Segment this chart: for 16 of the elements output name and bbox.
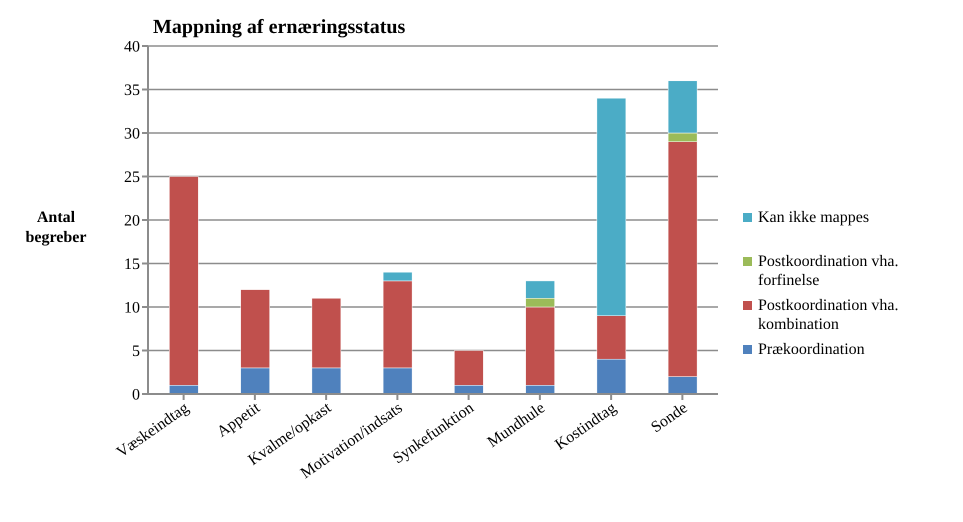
y-tick-label: 15 [124, 256, 140, 274]
y-axis-title: Antal begreber [24, 208, 88, 248]
y-tick-label: 25 [124, 169, 140, 186]
y-tick-label: 10 [124, 300, 140, 317]
chart-title: Mappning af ernæringsstatus [153, 16, 406, 39]
legend-label: Postkoordination vha. forfinelse [758, 252, 900, 290]
x-tick-label: Sonde [648, 399, 691, 436]
legend-label: Prækoordination [758, 340, 865, 359]
legend-label: Postkoordination vha. kombination [758, 296, 900, 334]
y-tick-label: 30 [124, 126, 140, 143]
y-tick-label: 40 [124, 38, 140, 56]
legend-label: Kan ikke mappes [758, 208, 870, 227]
y-tick-label: 35 [124, 82, 140, 100]
y-tick-label: 5 [132, 343, 140, 360]
y-tick-label: 20 [124, 212, 140, 230]
y-tick-label: 0 [132, 386, 140, 404]
